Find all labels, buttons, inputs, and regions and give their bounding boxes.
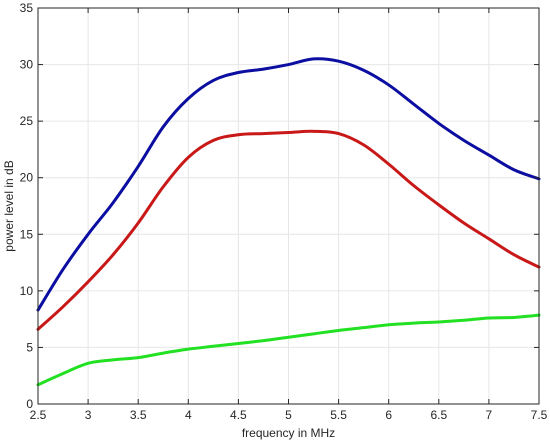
x-tick-label: 5.5 [330,408,347,422]
y-tick-label: 25 [20,114,34,128]
series-lines [36,57,541,387]
axis-ticks: 2.5 3 3.5 4 4.5 5 5.5 6 6.5 7 7.5 0 5 10 15 20 25 30 35 [20,1,548,422]
x-tick-label: 2.5 [30,408,47,422]
series-line-green [36,313,541,387]
y-tick-label: 15 [20,227,34,241]
x-axis-label: frequency in MHz [242,426,335,440]
series-line-red [36,129,541,331]
y-tick-label: 5 [26,340,33,354]
x-tick-label: 6.5 [430,408,447,422]
y-tick-label: 20 [20,171,34,185]
x-tick-label: 5 [285,408,292,422]
x-tick-label: 3 [85,408,92,422]
y-tick-label: 0 [26,397,33,411]
series-line-blue [36,57,541,312]
x-tick-label: 4.5 [230,408,247,422]
x-tick-label: 3.5 [130,408,147,422]
x-tick-label: 7 [486,408,493,422]
grid-lines [37,7,540,405]
y-axis-label: power level in dB [2,160,16,251]
y-tick-label: 35 [20,1,34,15]
x-tick-label: 7.5 [531,408,548,422]
y-tick-label: 10 [20,284,34,298]
x-tick-label: 6 [385,408,392,422]
x-tick-label: 4 [185,408,192,422]
y-tick-label: 30 [20,58,34,72]
